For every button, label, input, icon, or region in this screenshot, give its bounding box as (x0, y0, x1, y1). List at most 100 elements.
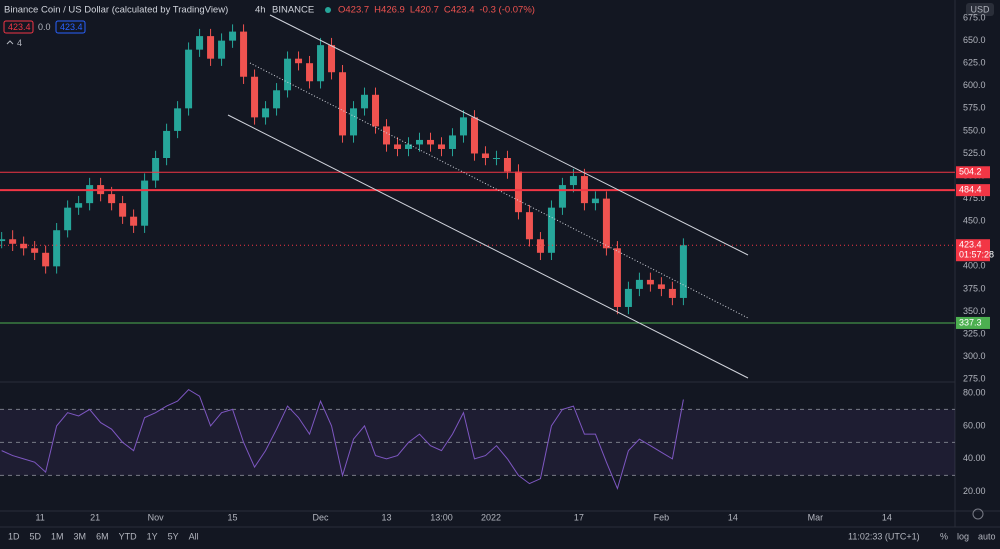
candle-body (547, 207, 555, 253)
symbol-title: Binance Coin / US Dollar (calculated by … (4, 5, 228, 16)
range-button[interactable]: 5D (30, 531, 42, 541)
candle-body (306, 63, 314, 82)
candle-body (196, 36, 204, 50)
x-tick-label: 14 (728, 512, 738, 522)
ohlc-value: L420.7 (410, 5, 439, 16)
y-tick-label: 300.0 (963, 351, 986, 361)
interval: 4h (255, 5, 266, 16)
scale-option[interactable]: log (957, 531, 969, 541)
candle-body (273, 90, 281, 109)
candle-body (448, 135, 456, 149)
candle-body (415, 139, 423, 145)
candle-body (426, 139, 434, 145)
candle-body (163, 130, 171, 158)
candle-body (251, 76, 259, 118)
candle-body (130, 216, 138, 226)
price-label-box (956, 184, 990, 197)
x-tick-label: 21 (90, 512, 100, 522)
candle-body (591, 198, 599, 204)
settings-icon[interactable] (972, 508, 984, 520)
candle-body (119, 203, 127, 217)
scale-option[interactable]: % (940, 531, 948, 541)
x-tick-label: 17 (574, 512, 584, 522)
range-button[interactable]: All (189, 531, 199, 541)
candle-body (525, 212, 533, 240)
candle-body (295, 58, 303, 64)
candle-body (668, 288, 676, 298)
price-label-box (956, 166, 990, 179)
candle-body (635, 279, 643, 289)
x-tick-label: 14 (882, 512, 892, 522)
candle-body (152, 157, 160, 181)
x-tick-label: 13:00 (430, 512, 453, 522)
y-tick-label: 675.0 (963, 12, 986, 22)
candle-body (64, 207, 72, 231)
exchange: BINANCE (272, 5, 314, 16)
currency[interactable]: USD (970, 4, 990, 14)
range-button[interactable]: 1Y (147, 531, 158, 541)
price-label-box (956, 316, 990, 329)
range-button[interactable]: 6M (96, 531, 109, 541)
channel-upper (269, 14, 749, 256)
candle-body (185, 49, 193, 109)
channel-middle (249, 62, 749, 319)
candle-body (361, 94, 369, 109)
y-tick-label: 350.0 (963, 306, 986, 316)
currency-box[interactable] (966, 3, 994, 16)
candle-body (207, 36, 215, 59)
x-tick-label: Mar (808, 512, 824, 522)
y-tick-label: 40.00 (963, 453, 986, 463)
bid: 423.4 (8, 22, 31, 32)
y-tick-label: 525.0 (963, 148, 986, 158)
y-tick-label: 650.0 (963, 35, 986, 45)
rsi-line (1, 388, 684, 491)
candle-body (383, 126, 391, 145)
candle-body (569, 176, 577, 186)
candle-body (437, 144, 445, 149)
spread: 0.0 (38, 22, 51, 32)
candle-body (372, 94, 380, 127)
candle-body (339, 72, 347, 136)
collapse-icon[interactable] (6, 40, 14, 45)
price-label: 423.4 (959, 240, 982, 250)
candle-body (218, 40, 226, 59)
candle-body (514, 171, 522, 213)
channel-lower (227, 114, 749, 379)
range-button[interactable]: 1D (8, 531, 20, 541)
range-button[interactable]: 5Y (168, 531, 179, 541)
indicator-count[interactable]: 4 (17, 38, 22, 48)
y-tick-label: 20.00 (963, 486, 986, 496)
status-dot (325, 7, 331, 13)
range-button[interactable]: 3M (74, 531, 87, 541)
ohlc-value: H426.9 (374, 5, 405, 16)
candle-body (679, 245, 687, 298)
candle-body (20, 243, 28, 249)
price-label: 484.4 (959, 185, 982, 195)
price-label: 337.3 (959, 317, 982, 327)
candle-body (42, 252, 50, 267)
scale-option[interactable]: auto (978, 531, 996, 541)
price-pane (0, 24, 955, 324)
y-tick-label: 80.00 (963, 387, 986, 397)
y-tick-label: 575.0 (963, 103, 986, 113)
candle-body (657, 284, 665, 289)
ask-box (55, 20, 86, 34)
candle-body (0, 239, 6, 242)
candle-body (31, 248, 39, 253)
candle-body (470, 117, 478, 154)
candle-body (75, 203, 83, 208)
ohlc-value: C423.4 (444, 5, 475, 16)
x-tick-label: Dec (313, 512, 330, 522)
candle-body (53, 230, 61, 267)
x-tick-label: Nov (148, 512, 165, 522)
x-tick-label: 13 (382, 512, 392, 522)
candle-body (558, 185, 566, 208)
candle-body (141, 180, 149, 226)
bid-box (3, 20, 34, 34)
candle-body (492, 157, 500, 159)
range-button[interactable]: YTD (119, 531, 138, 541)
y-tick-label: 475.0 (963, 193, 986, 203)
range-button[interactable]: 1M (51, 531, 64, 541)
candle-body (613, 248, 621, 307)
